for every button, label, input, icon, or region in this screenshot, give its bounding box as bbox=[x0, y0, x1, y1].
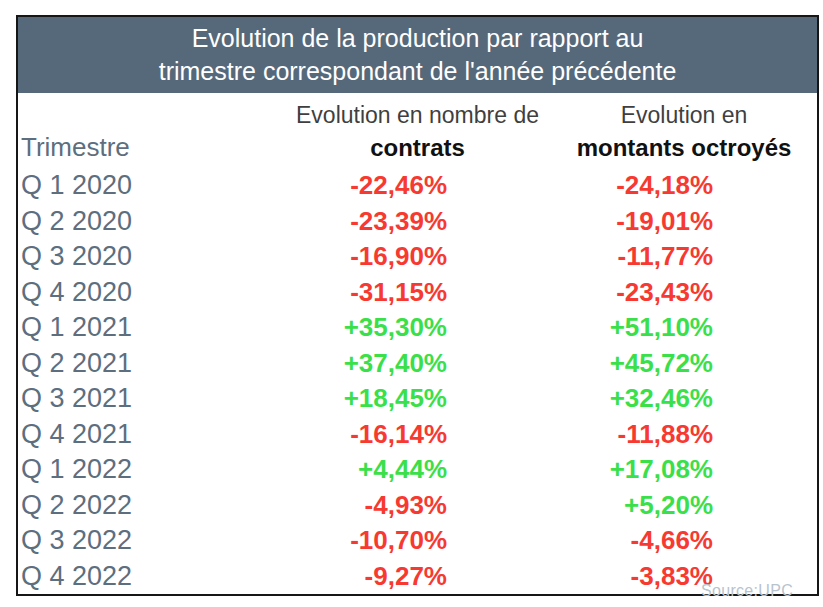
amounts-value-cell: -19,01% bbox=[551, 204, 818, 240]
column-header-contracts-line2: contrats bbox=[285, 131, 550, 167]
source-attribution: Source:UPC bbox=[701, 582, 793, 600]
amounts-value-cell: +32,46% bbox=[551, 381, 818, 417]
table-row: Q 2 2022 -4,93% +5,20% bbox=[17, 488, 818, 524]
amounts-value-cell: +45,72% bbox=[551, 346, 818, 382]
table-row: Q 2 2021 +37,40% +45,72% bbox=[17, 346, 818, 382]
contracts-value-cell: -23,39% bbox=[284, 204, 551, 240]
amounts-value-cell: +5,20% bbox=[551, 488, 818, 524]
quarter-cell: Q 4 2021 bbox=[17, 417, 284, 453]
quarter-cell: Q 1 2020 bbox=[17, 168, 284, 204]
table-row: Q 3 2020 -16,90% -11,77% bbox=[17, 239, 818, 275]
table-row: Q 4 2020 -31,15% -23,43% bbox=[17, 275, 818, 311]
contracts-value-cell: -31,15% bbox=[284, 275, 551, 311]
column-header-amounts-line2: montants octroyés bbox=[552, 131, 816, 167]
table-row: Q 1 2022 +4,44% +17,08% bbox=[17, 452, 818, 488]
column-header-row: Trimestre Evolution en nombre de contrat… bbox=[17, 93, 818, 168]
quarter-cell: Q 1 2021 bbox=[17, 310, 284, 346]
amounts-value-cell: -11,77% bbox=[551, 239, 818, 275]
table-row: Q 3 2021 +18,45% +32,46% bbox=[17, 381, 818, 417]
column-header-contracts-line1: Evolution en nombre de bbox=[285, 100, 550, 131]
quarter-cell: Q 4 2020 bbox=[17, 275, 284, 311]
table-row: Q 2 2020 -23,39% -19,01% bbox=[17, 204, 818, 240]
column-header-amounts-line1: Evolution en bbox=[552, 100, 816, 131]
table-row: Q 4 2022 -9,27% -3,83% bbox=[17, 559, 818, 596]
contracts-value-cell: -10,70% bbox=[284, 523, 551, 559]
table-row: Q 3 2022 -10,70% -4,66% bbox=[17, 523, 818, 559]
table-title-line2: trimestre correspondant de l'année précé… bbox=[159, 57, 677, 85]
table-title: Evolution de la production par rapport a… bbox=[17, 16, 818, 93]
amounts-value-cell: -24,18% bbox=[551, 168, 818, 204]
amounts-value-cell: +17,08% bbox=[551, 452, 818, 488]
column-header-amounts: Evolution en montants octroyés bbox=[551, 93, 818, 168]
table-title-line1: Evolution de la production par rapport a… bbox=[192, 24, 644, 52]
contracts-value-cell: -9,27% bbox=[284, 559, 551, 596]
contracts-value-cell: -4,93% bbox=[284, 488, 551, 524]
table-row: Q 1 2020 -22,46% -24,18% bbox=[17, 168, 818, 204]
contracts-value-cell: +4,44% bbox=[284, 452, 551, 488]
quarter-cell: Q 1 2022 bbox=[17, 452, 284, 488]
quarter-cell: Q 3 2022 bbox=[17, 523, 284, 559]
amounts-value-cell: -4,66% bbox=[551, 523, 818, 559]
quarter-cell: Q 3 2021 bbox=[17, 381, 284, 417]
report-canvas: Evolution de la production par rapport a… bbox=[0, 0, 823, 607]
amounts-value-cell: -11,88% bbox=[551, 417, 818, 453]
quarter-cell: Q 3 2020 bbox=[17, 239, 284, 275]
table-row: Q 4 2021 -16,14% -11,88% bbox=[17, 417, 818, 453]
contracts-value-cell: +35,30% bbox=[284, 310, 551, 346]
amounts-value-cell: -23,43% bbox=[551, 275, 818, 311]
quarter-cell: Q 2 2020 bbox=[17, 204, 284, 240]
quarter-cell: Q 2 2021 bbox=[17, 346, 284, 382]
contracts-value-cell: -22,46% bbox=[284, 168, 551, 204]
quarter-cell: Q 4 2022 bbox=[17, 559, 284, 596]
amounts-value-cell: +51,10% bbox=[551, 310, 818, 346]
production-evolution-table: Evolution de la production par rapport a… bbox=[16, 15, 819, 596]
quarter-cell: Q 2 2022 bbox=[17, 488, 284, 524]
column-header-quarter: Trimestre bbox=[17, 93, 284, 168]
contracts-value-cell: -16,14% bbox=[284, 417, 551, 453]
contracts-value-cell: +18,45% bbox=[284, 381, 551, 417]
contracts-value-cell: -16,90% bbox=[284, 239, 551, 275]
title-row: Evolution de la production par rapport a… bbox=[17, 16, 818, 93]
table-row: Q 1 2021 +35,30% +51,10% bbox=[17, 310, 818, 346]
column-header-contracts: Evolution en nombre de contrats bbox=[284, 93, 551, 168]
contracts-value-cell: +37,40% bbox=[284, 346, 551, 382]
